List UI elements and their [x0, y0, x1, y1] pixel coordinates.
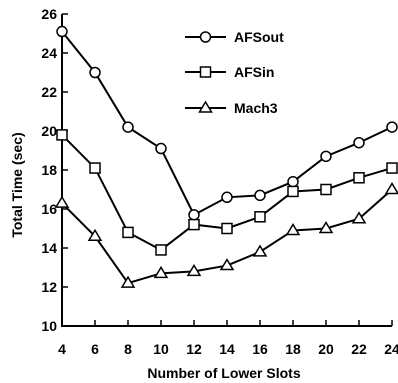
x-axis-title: Number of Lower Slots: [147, 365, 300, 381]
x-tick-label-24: 24: [384, 341, 398, 357]
x-tick-label-20: 20: [318, 341, 334, 357]
x-tick-label-8: 8: [124, 341, 132, 357]
legend-marker-AFSout: [199, 31, 212, 43]
legend-marker-AFSin: [199, 66, 212, 78]
data-point-AFSin-22: [353, 172, 365, 184]
data-point-AFSin-20: [320, 183, 332, 196]
x-tick-label-16: 16: [252, 341, 268, 357]
legend-marker-Mach3: [198, 100, 213, 113]
y-tick-label-20: 20: [41, 123, 57, 139]
y-ticks: 10 12 14 16 18 20 22 24 26: [41, 6, 68, 334]
data-point-AFSin-14: [221, 222, 233, 235]
data-point-Mach3-8: [120, 275, 136, 288]
x-tick-label-6: 6: [91, 341, 99, 357]
x-ticks: 4 6 8 10 12 14 16 18 20 22 24: [58, 320, 398, 357]
y-tick-label-16: 16: [41, 201, 57, 217]
x-tick-label-12: 12: [186, 341, 202, 357]
data-point-Mach3-14: [219, 258, 235, 271]
series-group: [54, 25, 398, 288]
data-point-AFSout-8: [122, 121, 134, 133]
y-tick-label-18: 18: [41, 162, 57, 178]
y-tick-label-10: 10: [41, 318, 57, 334]
data-point-Mach3-10: [153, 265, 169, 279]
x-tick-label-18: 18: [285, 341, 301, 357]
legend-item-Mach3: Mach3: [185, 100, 278, 116]
data-point-AFSin-16: [254, 211, 266, 223]
series-line-AFSout: [61, 30, 393, 217]
data-point-AFSin-8: [122, 226, 134, 239]
data-point-Mach3-12: [186, 263, 202, 277]
data-point-AFSout-12: [188, 209, 200, 221]
data-point-AFSout-20: [320, 150, 332, 163]
series-Mach3: [54, 182, 398, 288]
data-point-Mach3-18: [285, 222, 301, 236]
data-point-AFSout-6: [89, 66, 101, 79]
data-point-Mach3-16: [252, 244, 268, 257]
data-point-AFSout-4: [56, 25, 68, 38]
legend-item-AFSout: AFSout: [185, 29, 284, 45]
data-point-AFSout-18: [287, 175, 299, 188]
y-tick-label-24: 24: [41, 45, 57, 61]
legend: AFSout AFSin Mach3: [185, 29, 284, 116]
x-tick-label-10: 10: [153, 341, 169, 357]
series-AFSin: [56, 129, 398, 256]
data-point-AFSin-12: [188, 218, 200, 231]
y-tick-label-14: 14: [41, 240, 57, 256]
data-point-AFSin-18: [287, 185, 299, 198]
legend-label-AFSout: AFSout: [234, 29, 284, 45]
data-point-AFSout-16: [254, 189, 266, 202]
data-point-Mach3-4: [54, 195, 70, 208]
data-point-AFSin-4: [56, 129, 68, 141]
series-AFSout: [56, 25, 398, 221]
y-tick-label-12: 12: [41, 279, 57, 295]
data-point-AFSout-22: [353, 136, 365, 149]
data-point-Mach3-6: [87, 228, 103, 242]
x-tick-label-22: 22: [351, 341, 367, 357]
data-point-AFSin-24: [386, 162, 398, 174]
data-point-Mach3-22: [351, 211, 367, 224]
legend-label-AFSin: AFSin: [234, 64, 274, 80]
data-point-Mach3-24: [384, 182, 398, 195]
y-axis-title: Total Time (sec): [9, 132, 25, 237]
data-point-AFSin-10: [155, 244, 167, 256]
legend-item-AFSin: AFSin: [185, 64, 274, 80]
y-tick-label-22: 22: [41, 84, 57, 100]
data-point-AFSout-10: [155, 142, 167, 155]
data-point-AFSout-24: [386, 121, 398, 133]
y-tick-label-26: 26: [41, 6, 57, 22]
data-point-AFSout-14: [221, 191, 233, 204]
data-point-AFSin-6: [89, 162, 101, 174]
axes: [61, 14, 392, 327]
legend-label-Mach3: Mach3: [234, 100, 278, 116]
x-tick-label-4: 4: [58, 341, 66, 357]
data-point-Mach3-20: [318, 221, 334, 234]
x-tick-label-14: 14: [219, 341, 235, 357]
